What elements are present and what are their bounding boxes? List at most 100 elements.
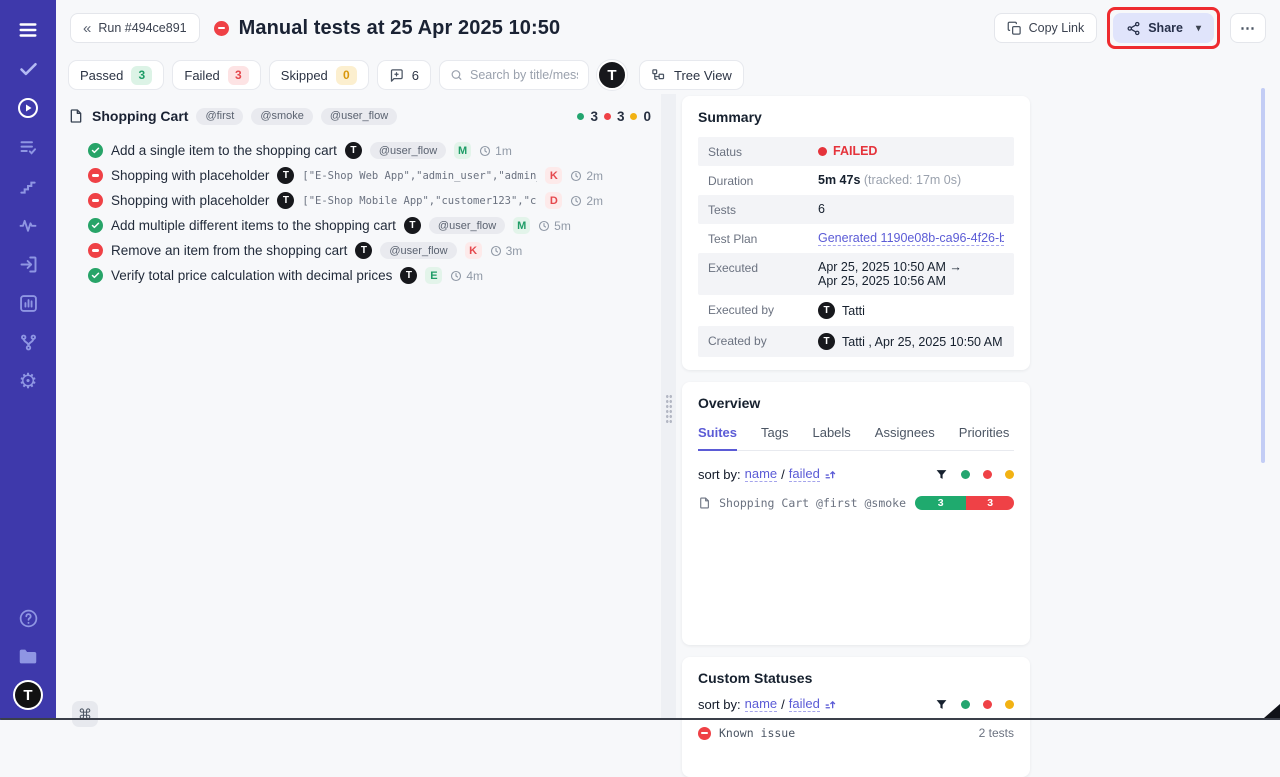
filter-skipped-dot[interactable] [1005, 469, 1014, 479]
clock-icon [571, 195, 582, 206]
test-row[interactable]: Add multiple different items to the shop… [68, 213, 661, 238]
summary-row-tests: Tests 6 [698, 195, 1014, 224]
more-actions-button[interactable]: ⋯ [1230, 13, 1266, 43]
tab-priorities[interactable]: Priorities [958, 425, 1010, 440]
comments-count: 6 [411, 67, 420, 83]
runs-play-icon[interactable] [12, 92, 44, 124]
priority-badge: M [454, 142, 472, 159]
overview-suite-text: Shopping Cart @first @smoke … [719, 496, 907, 510]
test-row[interactable]: Add a single item to the shopping cart T… [68, 138, 661, 163]
filter-failed-dot[interactable] [983, 469, 992, 479]
tab-assignees[interactable]: Assignees [874, 425, 935, 440]
custom-status-row[interactable]: Known issue 2 tests [698, 726, 1014, 740]
filter-passed-dot[interactable] [961, 469, 970, 479]
tab-suites[interactable]: Suites [698, 425, 738, 451]
assignee-avatar: T [400, 267, 418, 284]
author-filter-avatar[interactable]: T [597, 60, 628, 90]
assignee-avatar: T [277, 192, 295, 209]
filter-funnel-icon[interactable] [935, 468, 948, 481]
tests-count-value: 6 [818, 202, 825, 216]
filter-passed-button[interactable]: Passed 3 [68, 60, 165, 90]
projects-folder-icon[interactable] [12, 641, 44, 673]
import-icon[interactable] [12, 248, 44, 280]
summary-title: Summary [698, 109, 762, 125]
suite-tag[interactable]: @smoke [251, 107, 313, 125]
help-icon[interactable] [12, 602, 44, 634]
failed-minus-icon [88, 168, 103, 183]
assignee-avatar: T [344, 142, 362, 159]
priority-badge: M [513, 217, 531, 234]
copy-link-button[interactable]: Copy Link [993, 13, 1098, 43]
overview-title: Overview [698, 395, 761, 411]
suite-counts: 3 3 0 [577, 109, 651, 124]
suite-tag[interactable]: @first [196, 107, 244, 125]
priority-badge: K [545, 167, 563, 184]
tab-tags[interactable]: Tags [761, 425, 789, 440]
executed-by-name: Tatti [842, 303, 865, 318]
test-duration: 2m [570, 169, 603, 183]
back-run-label: Run #494ce891 [98, 21, 187, 35]
overview-tabs: Suites Tags Labels Assignees Priorities [698, 425, 1014, 451]
window-bottom-edge [0, 718, 1280, 720]
tree-view-button[interactable]: Tree View [639, 60, 744, 90]
suite-tag[interactable]: @user_flow [320, 107, 398, 125]
filter-skipped-dot[interactable] [1005, 699, 1014, 709]
suite-skipped-count: 0 [643, 108, 651, 124]
resize-grip-handle[interactable] [665, 394, 672, 424]
sort-by-name-link[interactable]: name [744, 466, 778, 482]
search-input[interactable] [470, 68, 579, 82]
sort-ascending-icon[interactable] [824, 468, 837, 481]
test-row[interactable]: Verify total price calculation with deci… [68, 263, 661, 288]
menu-hamburger-icon[interactable] [12, 14, 44, 46]
test-row[interactable]: Shopping with placeholder T ["E-Shop Web… [68, 163, 661, 188]
test-row[interactable]: Remove an item from the shopping cart T … [68, 238, 661, 263]
suite-header[interactable]: Shopping Cart @first @smoke @user_flow 3… [68, 104, 661, 128]
plans-list-check-icon[interactable] [12, 131, 44, 163]
test-tag[interactable]: @user_flow [369, 142, 447, 159]
summary-card: Summary Status FAILED Duration 5m 47s (t… [682, 96, 1030, 370]
overview-card: Overview Suites Tags Labels Assignees Pr… [682, 382, 1030, 645]
pulse-activity-icon[interactable] [12, 209, 44, 241]
tests-check-icon[interactable] [12, 53, 44, 85]
branches-git-icon[interactable] [12, 326, 44, 358]
sort-by-name-link[interactable]: name [744, 696, 778, 712]
sort-by-failed-link[interactable]: failed [788, 466, 820, 482]
sort-by-failed-link[interactable]: failed [788, 696, 820, 712]
test-example-data: ["E-Shop Web App","admin_user","admin_pa… [302, 169, 537, 182]
test-tag[interactable]: @user_flow [428, 217, 506, 234]
panel-resize-gutter[interactable] [661, 94, 676, 720]
top-bar: « Run #494ce891 Manual tests at 25 Apr 2… [56, 0, 1280, 56]
filter-funnel-icon[interactable] [935, 698, 948, 711]
back-to-run-button[interactable]: « Run #494ce891 [70, 13, 200, 43]
keyboard-shortcuts-button[interactable]: ⌘ [72, 701, 98, 727]
filter-failed-button[interactable]: Failed 3 [172, 60, 261, 90]
filter-failed-dot[interactable] [983, 699, 992, 709]
analytics-chart-icon[interactable] [12, 287, 44, 319]
overview-suite-row[interactable]: Shopping Cart @first @smoke … 3 3 [698, 496, 1014, 510]
user-avatar[interactable]: T [13, 680, 43, 710]
passed-dot [577, 112, 585, 120]
suite-result-bar: 3 3 [914, 496, 1014, 510]
steps-icon[interactable] [12, 170, 44, 202]
filter-passed-dot[interactable] [961, 699, 970, 709]
summary-row-executed-by: Executed by T Tatti [708, 302, 865, 319]
test-title: Remove an item from the shopping cart [111, 243, 348, 258]
sort-ascending-icon[interactable] [824, 698, 837, 711]
test-plan-link[interactable]: Generated 1190e08b-ca96-4f26-b10f-d6dc… [818, 231, 1004, 246]
share-caret-icon[interactable]: ▾ [1195, 22, 1201, 34]
comments-filter-button[interactable]: 6 [376, 60, 432, 90]
clock-icon [539, 220, 550, 231]
tab-labels[interactable]: Labels [812, 425, 851, 440]
vertical-scrollbar[interactable] [1261, 88, 1265, 463]
share-button[interactable]: Share ▾ [1113, 13, 1214, 43]
test-example-data: ["E-Shop Mobile App","customer123","cust… [302, 194, 537, 207]
status-failed-value: FAILED [818, 144, 877, 158]
skipped-dot [630, 112, 638, 120]
filter-skipped-button[interactable]: Skipped 0 [268, 60, 369, 90]
passed-check-icon [88, 143, 103, 158]
settings-gear-icon[interactable]: ⚙ [18, 369, 38, 393]
test-row[interactable]: Shopping with placeholder T ["E-Shop Mob… [68, 188, 661, 213]
test-title: Add a single item to the shopping cart [111, 143, 337, 158]
test-tag[interactable]: @user_flow [380, 242, 457, 259]
failed-minus-icon [88, 243, 103, 258]
